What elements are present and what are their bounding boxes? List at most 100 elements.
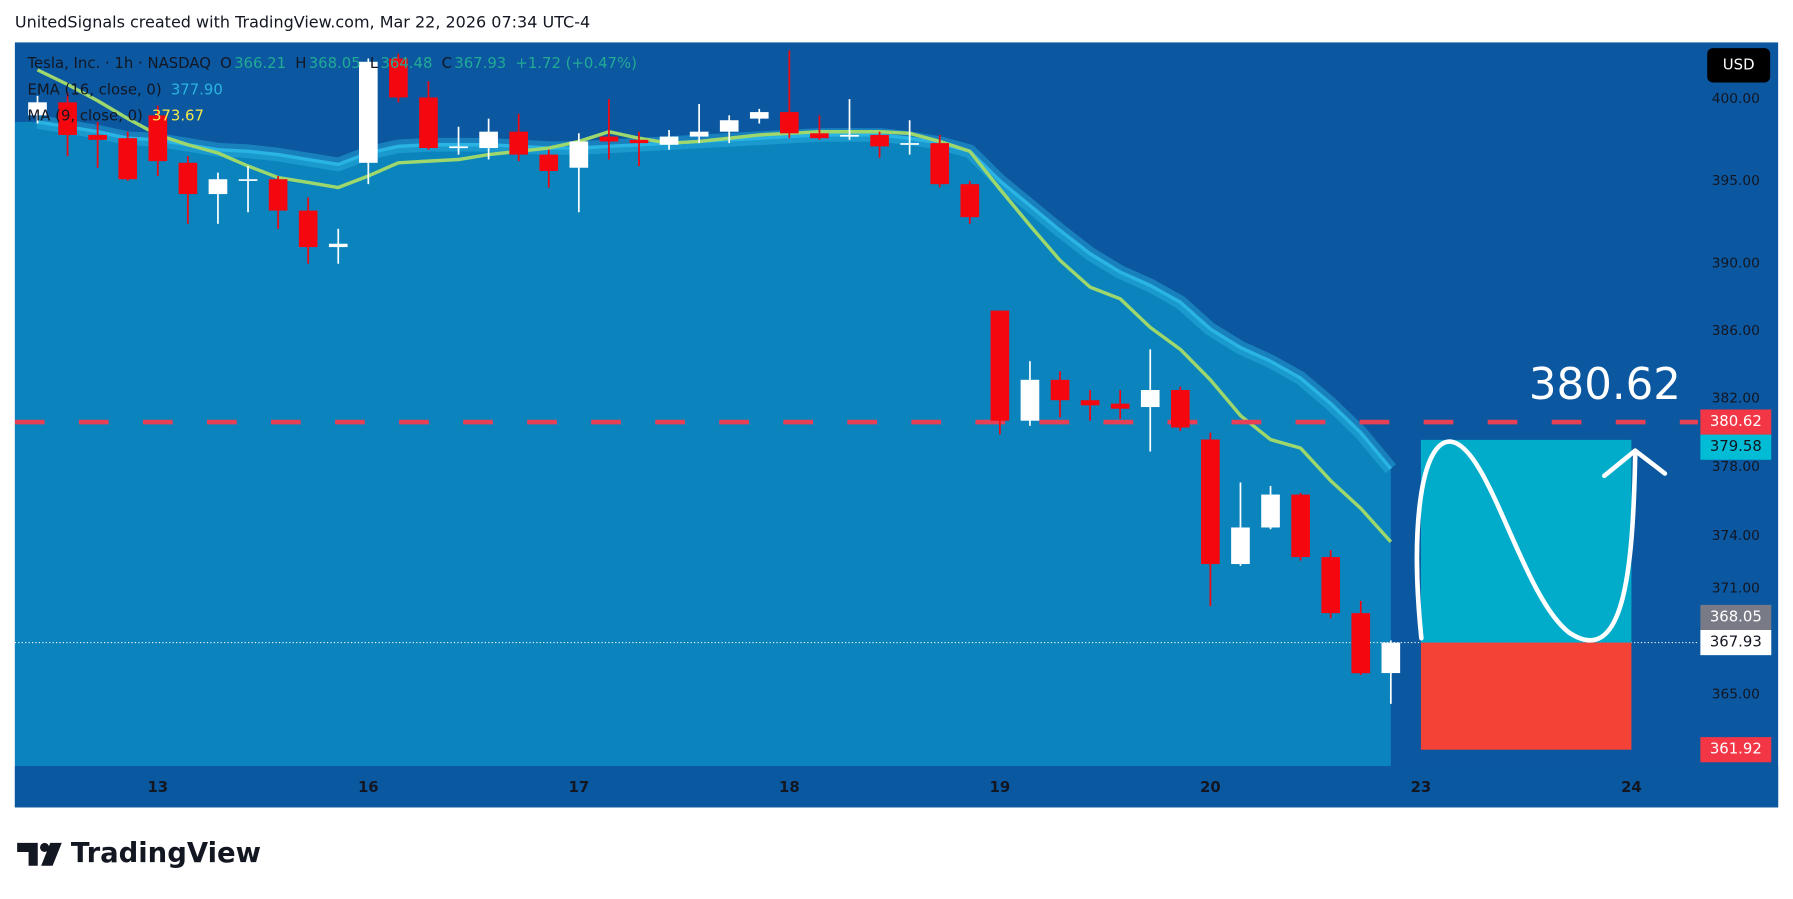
candle-body: [238, 179, 258, 181]
candle-body: [358, 61, 378, 163]
brand: TradingView: [71, 838, 261, 869]
projection-arrowhead: [1602, 448, 1668, 479]
candle-body: [28, 102, 47, 116]
legend-item: MA (9, close, 0): [27, 107, 142, 125]
legend-item: C: [442, 54, 452, 72]
y-tick-label: 386.00: [1712, 323, 1760, 339]
legend-item: O: [220, 54, 232, 72]
plot-area: 380.62: [14, 50, 1699, 767]
price-tag-label: 379.58: [1710, 437, 1762, 455]
y-tick-label: 390.00: [1712, 256, 1760, 272]
candle-body: [1351, 613, 1371, 674]
x-tick-label: 19: [990, 778, 1011, 796]
candle-body: [990, 310, 1010, 421]
candle-body: [780, 112, 799, 134]
candle-body: [1201, 439, 1220, 565]
candle-body: [689, 131, 709, 137]
candle-body: [539, 154, 559, 172]
candle-body: [419, 97, 438, 149]
logo-mark: [17, 842, 38, 866]
projection-curve: [1414, 439, 1638, 643]
price-tag: [1700, 604, 1772, 631]
candle-body: [840, 134, 859, 137]
y-tick-label: 400.00: [1712, 91, 1760, 107]
legend-item: EMA (16, close, 0): [27, 80, 161, 98]
legend-item: 377.90: [171, 80, 223, 98]
legend-item: +1.72 (+0.47%): [515, 54, 637, 72]
candle-body: [1020, 379, 1040, 421]
candle-body: [1231, 527, 1250, 565]
y-tick-label: 365.00: [1712, 687, 1760, 703]
alert-annotation: 380.62: [1529, 360, 1681, 410]
price-tag-label: 368.05: [1710, 607, 1762, 625]
logo-slash: [41, 842, 62, 866]
indicator-line: [36, 68, 1393, 544]
candle-body: [749, 112, 769, 119]
currency-label: USD: [1723, 55, 1755, 73]
time-axis: [14, 766, 1779, 808]
candle-body: [810, 133, 829, 139]
y-tick-label: 382.00: [1712, 391, 1760, 407]
candle-body: [1291, 494, 1310, 558]
price-tag: [1700, 409, 1772, 435]
x-tick-label: 16: [358, 778, 379, 796]
legend-item: 366.21: [234, 54, 286, 72]
logo: TradingView: [17, 838, 261, 869]
logo-dot: [40, 842, 50, 853]
price-tag-label: 361.92: [1710, 740, 1762, 758]
x-tick-label: 23: [1411, 778, 1432, 796]
x-tick-label: 17: [568, 778, 589, 796]
plot: 380.62 13 16 17 18 19 20 23 24 365.00 371.00 374.00…: [14, 48, 1779, 808]
candle-body: [148, 115, 168, 162]
candle-body: [900, 143, 919, 145]
candle-body: [479, 131, 498, 149]
candle-body: [1110, 403, 1130, 409]
candle-body: [389, 58, 408, 98]
candle-body: [1261, 494, 1280, 528]
candle-body: [719, 120, 739, 132]
candle-body: [629, 139, 649, 144]
candle-body: [1140, 390, 1160, 408]
candle-body: [1050, 379, 1070, 401]
candle-body: [870, 134, 889, 147]
candle-body: [449, 146, 468, 149]
price-tag-label: 380.62: [1710, 412, 1762, 430]
currency-box: [1707, 48, 1771, 83]
legend-main: Tesla, Inc. · 1h · NASDAQ O 366.21 H 368.05 L…: [26, 54, 636, 72]
price-tag-label: 367.93: [1710, 633, 1762, 651]
legend-indicator: EMA (16, close, 0) 377.90: [27, 80, 222, 98]
legend-item: Tesla, Inc. · 1h · NASDAQ: [26, 54, 211, 72]
price-tag: [1700, 630, 1772, 656]
legend-item: 368.05: [309, 54, 361, 72]
x-tick-label: 13: [147, 778, 168, 796]
y-tick-label: 395.00: [1712, 173, 1760, 189]
candle-body: [58, 102, 77, 135]
candle-body: [1080, 400, 1100, 406]
y-tick-label: 378.00: [1712, 459, 1760, 475]
candle-body: [960, 184, 980, 218]
candle-body: [88, 134, 107, 140]
candle-body: [930, 143, 950, 185]
candle-body: [1170, 390, 1190, 428]
legend-item: L: [370, 54, 379, 72]
candle-body: [569, 141, 589, 168]
candle-body: [328, 243, 348, 248]
candle-body: [298, 210, 318, 248]
legend-indicator: MA (9, close, 0) 373.67: [27, 107, 204, 125]
stop-zone: [1420, 642, 1632, 750]
candle-body: [1381, 642, 1401, 674]
price-tag: [1700, 434, 1772, 460]
legend-item: H: [295, 54, 306, 72]
candle-body: [178, 162, 198, 195]
y-tick-label: 371.00: [1712, 581, 1760, 597]
target-zone: [1420, 439, 1632, 643]
y-tick-label: 374.00: [1712, 528, 1760, 544]
price-tag: [1700, 737, 1772, 763]
legend-item: 373.67: [152, 107, 204, 125]
candle-body: [118, 138, 138, 180]
candle-body: [659, 136, 679, 145]
ema-area: [14, 121, 1391, 767]
legend-item: 364.48: [380, 54, 432, 72]
